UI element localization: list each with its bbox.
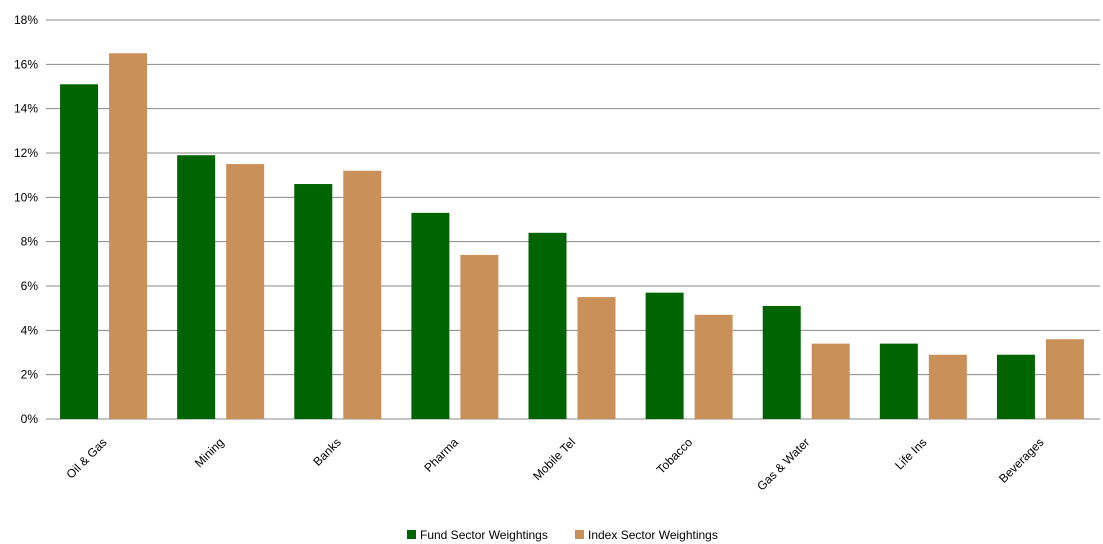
y-tick-label: 10% bbox=[14, 190, 38, 204]
x-tick-label: Oil & Gas bbox=[63, 435, 109, 481]
y-tick-label: 18% bbox=[14, 13, 38, 27]
y-axis-ticks: 0% 2% 4% 6% 8% 10% 12% 14% 16% 18% bbox=[14, 13, 38, 426]
legend-label-index: Index Sector Weightings bbox=[588, 528, 718, 542]
y-tick-label: 8% bbox=[21, 235, 39, 249]
legend-swatch-fund bbox=[407, 530, 416, 539]
bar-index-tobacco bbox=[694, 314, 733, 419]
bar-fund-oil-gas bbox=[60, 84, 99, 420]
y-tick-label: 2% bbox=[21, 368, 39, 382]
bar-index-gas-water bbox=[811, 343, 850, 419]
bar-fund-gas-water bbox=[762, 305, 801, 419]
x-tick-label: Gas & Water bbox=[754, 435, 812, 493]
x-tick-label: Mining bbox=[192, 435, 227, 470]
y-tick-label: 0% bbox=[21, 412, 39, 426]
y-tick-label: 12% bbox=[14, 146, 38, 160]
y-tick-label: 4% bbox=[21, 323, 39, 337]
bar-fund-mobile-tel bbox=[528, 232, 567, 419]
legend: Fund Sector Weightings Index Sector Weig… bbox=[407, 528, 718, 542]
bar-fund-mining bbox=[177, 155, 216, 419]
x-tick-label: Banks bbox=[310, 435, 343, 468]
bar-fund-pharma bbox=[411, 212, 450, 419]
bar-index-pharma bbox=[460, 254, 499, 419]
x-tick-label: Tobacco bbox=[654, 435, 696, 477]
x-axis-labels: Oil & Gas Mining Banks Pharma Mobile Tel Toba… bbox=[63, 435, 1046, 493]
bar-index-beverages bbox=[1045, 339, 1084, 419]
x-tick-label: Life Ins bbox=[892, 435, 929, 472]
bar-index-oil-gas bbox=[109, 53, 148, 419]
x-tick-label: Beverages bbox=[996, 435, 1046, 485]
bar-index-mobile-tel bbox=[577, 297, 616, 419]
gridlines bbox=[46, 19, 1100, 420]
bar-fund-beverages bbox=[996, 354, 1035, 419]
bar-index-banks bbox=[343, 170, 382, 419]
bar-fund-tobacco bbox=[645, 292, 684, 419]
x-tick-label: Pharma bbox=[421, 435, 461, 475]
y-tick-label: 16% bbox=[14, 57, 38, 71]
legend-swatch-index bbox=[575, 530, 584, 539]
y-tick-label: 14% bbox=[14, 102, 38, 116]
bar-index-mining bbox=[226, 164, 265, 419]
y-tick-label: 6% bbox=[21, 279, 39, 293]
legend-label-fund: Fund Sector Weightings bbox=[420, 528, 548, 542]
bars bbox=[60, 53, 1084, 420]
bar-fund-life-ins bbox=[879, 343, 918, 419]
x-tick-label: Mobile Tel bbox=[530, 435, 578, 483]
bar-fund-banks bbox=[294, 184, 333, 419]
bar-index-life-ins bbox=[928, 354, 967, 419]
